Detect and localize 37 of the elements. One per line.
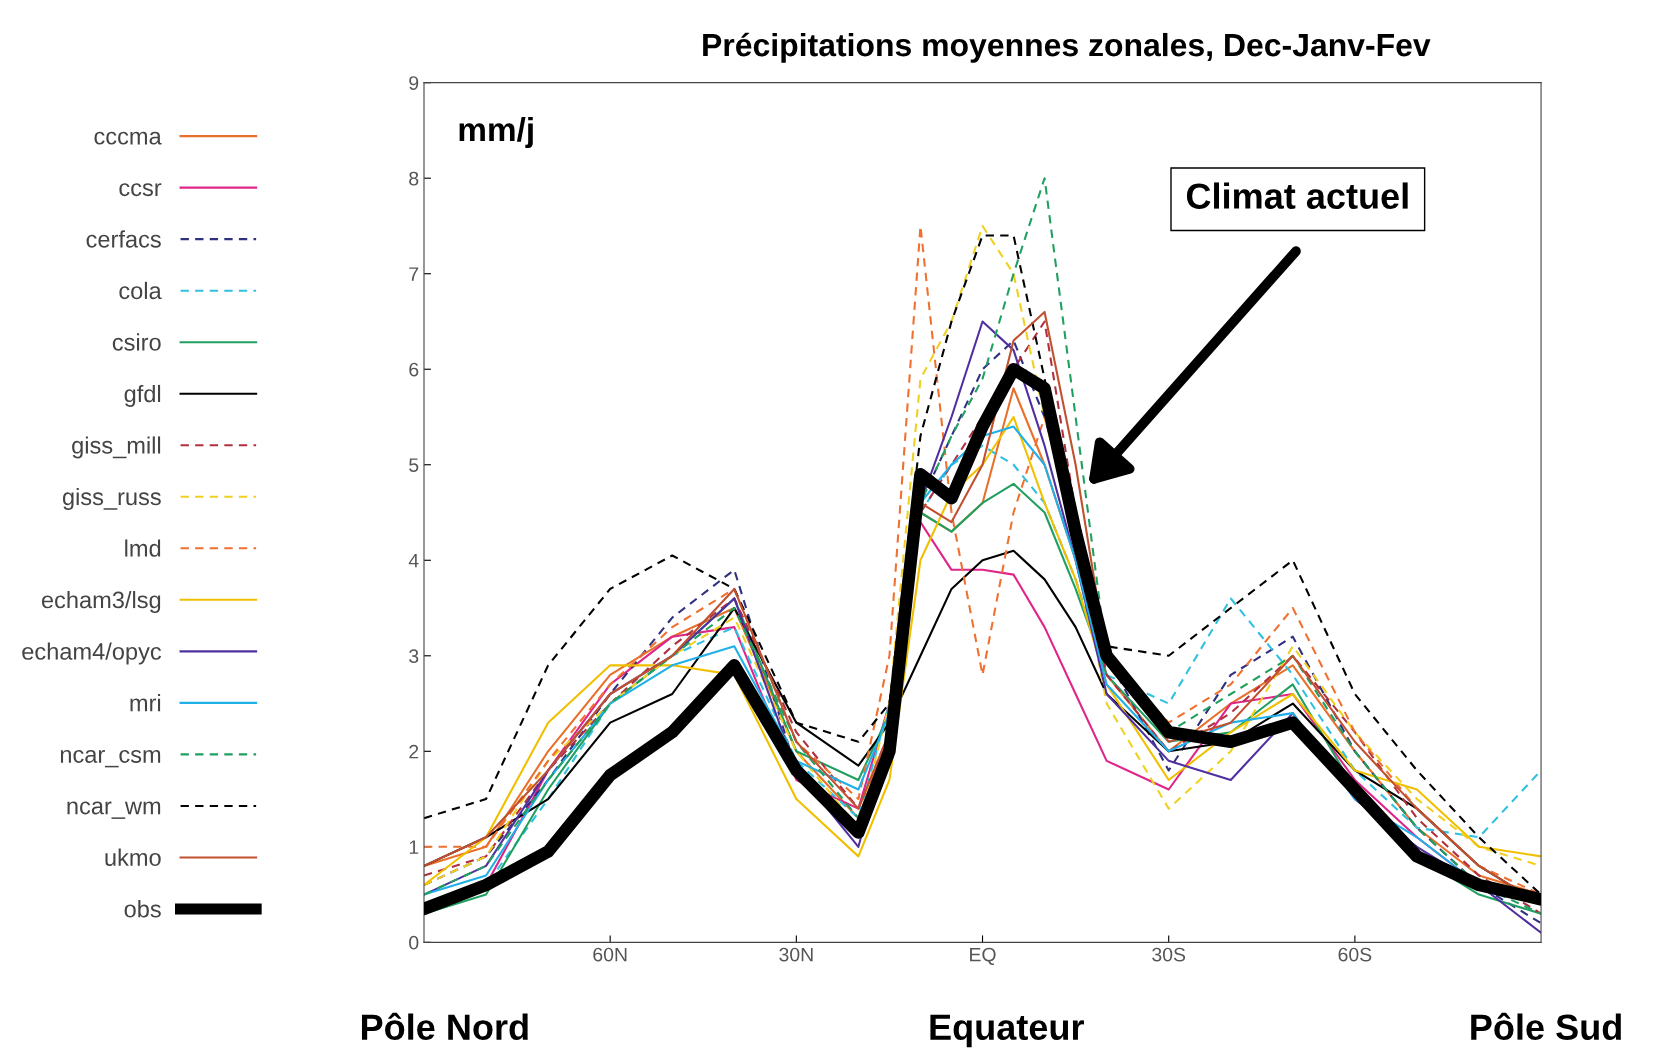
- y-tick-label: 5: [409, 458, 419, 472]
- y-tick-label: 9: [409, 76, 419, 90]
- legend-label: cccma: [94, 131, 162, 145]
- x-tick-label: 30N: [779, 947, 813, 962]
- y-tick-label: 8: [409, 171, 419, 186]
- legend-label: cola: [119, 281, 162, 300]
- legend-label: echam3/lsg: [41, 590, 161, 613]
- legend-label: ncar_wm: [67, 801, 161, 819]
- y-tick-label: 1: [409, 840, 419, 854]
- x-tick-label: 30S: [1152, 947, 1186, 962]
- y-tick-label: 7: [409, 267, 419, 281]
- legend-label: giss_russ: [62, 487, 161, 510]
- x-tick-label: 60S: [1338, 947, 1372, 962]
- legend-label: ukmo: [105, 848, 161, 866]
- text: Pôle Sud: [1471, 1012, 1621, 1041]
- legend-label: ncar_csm: [60, 749, 161, 768]
- x-tick-label: 60N: [593, 947, 627, 962]
- annotation: mm/j: [459, 116, 533, 149]
- legend-label: obs: [124, 900, 161, 918]
- legend-label: giss_mill: [72, 436, 161, 459]
- text: Equateur: [930, 1014, 1084, 1048]
- legend-label: gfdl: [124, 384, 161, 407]
- y-tick-label: 4: [408, 553, 419, 568]
- y-tick-label: 0: [409, 935, 419, 950]
- x-tick-label: EQ: [970, 947, 996, 965]
- y-tick-label: 6: [409, 362, 419, 377]
- legend-label: csiro: [112, 333, 161, 351]
- legend-label: echam4/opyc: [22, 642, 162, 665]
- text: Pôle Nord: [361, 1012, 528, 1041]
- legend-label: lmd: [125, 539, 161, 557]
- legend-label: cerfacs: [86, 230, 161, 248]
- annotation: Climat actuel: [1186, 182, 1408, 209]
- legend-label: mri: [130, 694, 161, 712]
- y-tick-label: 2: [409, 744, 419, 759]
- y-tick-label: 3: [409, 649, 419, 664]
- chart-title: Précipitations moyennes zonales, Dec-Janv-Fev: [703, 32, 1431, 63]
- legend-label: ccsr: [119, 183, 162, 197]
